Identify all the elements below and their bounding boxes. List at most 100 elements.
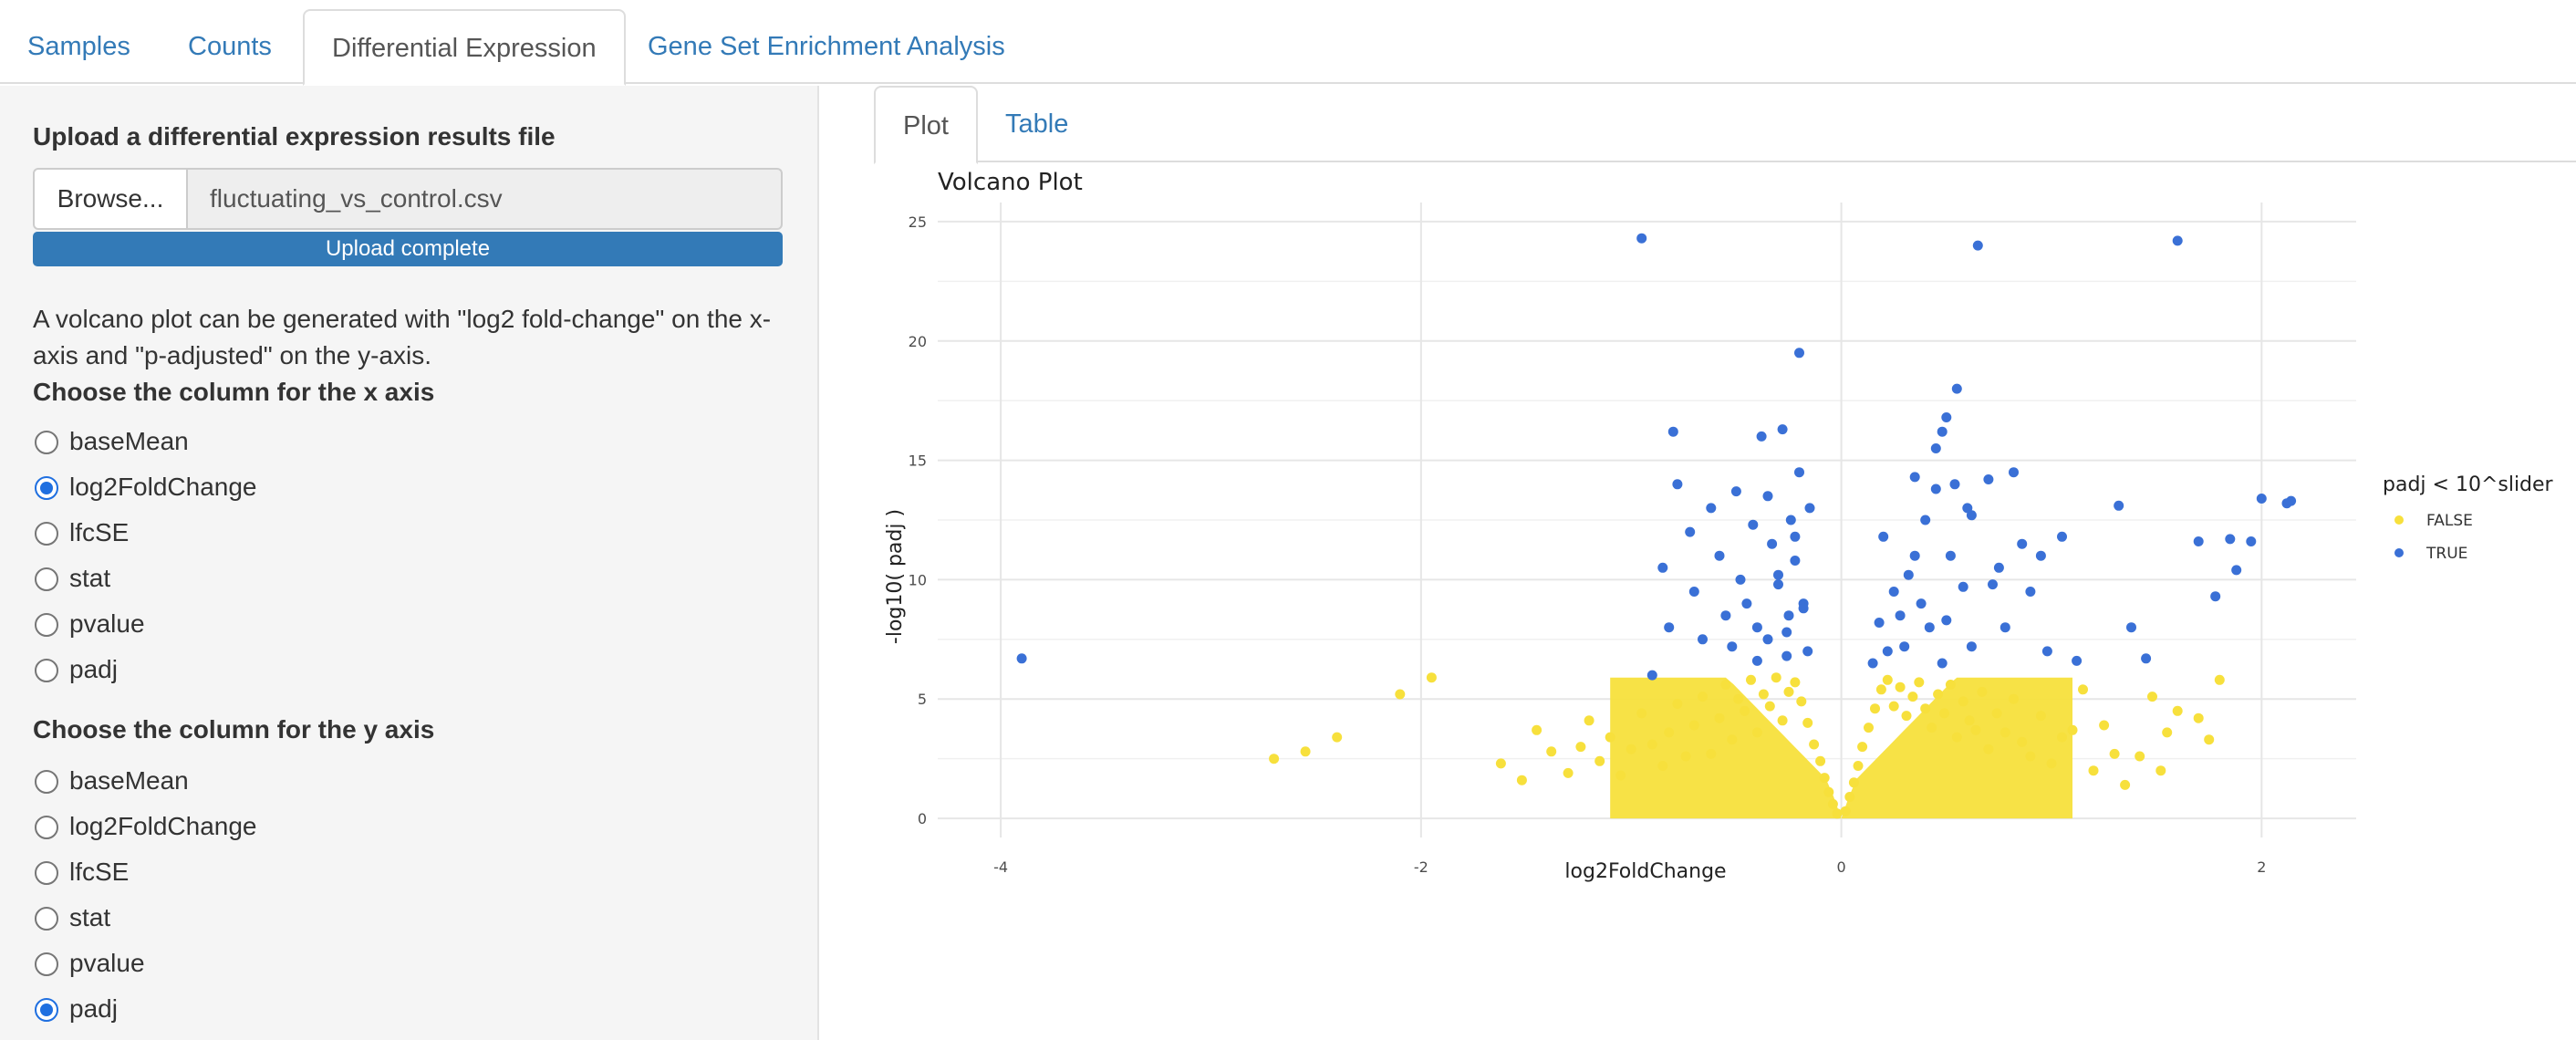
option-label: lfcSE (69, 518, 130, 546)
legend-true-marker (2394, 548, 2404, 557)
nonsignificant-point (1720, 680, 1731, 690)
nonsignificant-point (1901, 711, 1912, 722)
tab-gene-set-enrichment-analysis[interactable]: Gene Set Enrichment Analysis (648, 32, 1005, 61)
significant-point (1899, 641, 1910, 652)
nonsignificant-point (2147, 692, 2157, 702)
radio-button[interactable] (35, 952, 58, 976)
nonsignificant-point (1882, 674, 1893, 685)
significant-point (1937, 426, 1948, 437)
significant-point (1916, 598, 1927, 609)
significant-point (1867, 658, 1878, 669)
main-tabbar: Samples Counts Differential Expression G… (0, 0, 2576, 86)
nonsignificant-point (1819, 773, 1830, 784)
radio-button[interactable] (35, 770, 58, 794)
significant-point (2035, 550, 2046, 561)
nonsignificant-point (2172, 705, 2183, 716)
nonsignificant-point (1516, 775, 1527, 785)
x-tick-label: 2 (2257, 858, 2266, 876)
nonsignificant-point (1857, 742, 1868, 753)
significant-point (1767, 538, 1778, 549)
significant-point (1895, 610, 1906, 621)
y-tick-label: 0 (918, 810, 927, 827)
significant-point (1966, 641, 1977, 652)
nonsignificant-point (2078, 684, 2088, 695)
radio-button[interactable] (35, 861, 58, 885)
significant-point (1941, 615, 1952, 626)
significant-point (1751, 655, 1762, 666)
nonsignificant-point (1733, 693, 1744, 704)
nonsignificant-point (1958, 696, 1968, 707)
y-axis-title: -log10( padj ) (884, 509, 907, 644)
file-input-group[interactable]: Browse... fluctuating_vs_control.csv (33, 168, 783, 230)
nonsignificant-point (1907, 692, 1918, 702)
significant-point (1667, 426, 1678, 437)
significant-point (1720, 610, 1731, 621)
significant-point (1888, 587, 1899, 597)
nonsignificant-point (1827, 798, 1838, 809)
nonsignificant-point (1575, 742, 1586, 753)
nonsignificant-point (1970, 724, 1981, 735)
nonsignificant-point (1933, 689, 1944, 700)
nonsignificant-point (1563, 767, 1574, 778)
nonsignificant-point (2067, 724, 2078, 735)
tab-counts[interactable]: Counts (188, 32, 272, 61)
nonsignificant-point (1332, 732, 1343, 743)
nonsignificant-point (1809, 739, 1820, 750)
significant-point (2057, 531, 2067, 542)
significant-point (1882, 646, 1893, 657)
nonsignificant-point (1783, 686, 1794, 697)
nonsignificant-point (1746, 674, 1756, 685)
false-point-cloud (1610, 677, 2072, 819)
significant-point (1903, 569, 1914, 580)
nonsignificant-point (1615, 770, 1626, 781)
y-tick-label: 25 (909, 213, 927, 231)
file-name-field[interactable]: fluctuating_vs_control.csv (186, 168, 783, 230)
browse-button[interactable]: Browse... (33, 168, 188, 230)
nonsignificant-point (1532, 724, 1542, 735)
nonsignificant-point (1844, 792, 1855, 802)
radio-button[interactable] (35, 522, 58, 546)
option-label: stat (69, 564, 111, 592)
significant-point (1794, 348, 1804, 359)
significant-point (1951, 383, 1962, 394)
tab-table[interactable]: Table (1005, 109, 1069, 139)
significant-point (1785, 515, 1796, 525)
nonsignificant-point (2099, 720, 2110, 731)
significant-point (1878, 531, 1889, 542)
nonsignificant-point (1815, 755, 1826, 766)
significant-point (1735, 574, 1746, 585)
tab-differential-expression[interactable]: Differential Expression (303, 9, 626, 86)
nonsignificant-point (1840, 806, 1851, 816)
nonsignificant-point (1914, 677, 1925, 688)
radio-button[interactable] (35, 567, 58, 591)
radio-button[interactable] (35, 613, 58, 637)
nonsignificant-point (1945, 680, 1956, 690)
significant-point (1983, 474, 1994, 484)
radio-button[interactable] (35, 659, 58, 682)
tab-plot[interactable]: Plot (874, 86, 978, 164)
nonsignificant-point (1426, 672, 1437, 683)
x-tick-label: -4 (993, 858, 1008, 876)
radio-button[interactable] (35, 816, 58, 839)
significant-point (1930, 484, 1941, 494)
radio-button[interactable] (35, 431, 58, 454)
plot-title: Volcano Plot (938, 169, 1083, 196)
significant-point (2114, 500, 2124, 511)
radio-button-selected[interactable] (35, 998, 58, 1022)
significant-point (1698, 634, 1708, 645)
plot-points (1016, 233, 2297, 819)
tab-samples[interactable]: Samples (27, 32, 130, 61)
y-axis-label: Choose the column for the y axis (33, 715, 435, 744)
y-tick-label: 10 (909, 571, 927, 588)
nonsignificant-point (1771, 672, 1781, 683)
nonsignificant-point (2009, 693, 2019, 704)
legend-title: padj < 10^slider (2383, 473, 2554, 496)
radio-button-selected[interactable] (35, 476, 58, 500)
significant-point (2141, 653, 2152, 664)
significant-point (1751, 622, 1762, 633)
nonsignificant-point (1796, 696, 1807, 707)
nonsignificant-point (2000, 727, 2010, 738)
radio-button[interactable] (35, 907, 58, 931)
nonsignificant-point (1790, 677, 1801, 688)
